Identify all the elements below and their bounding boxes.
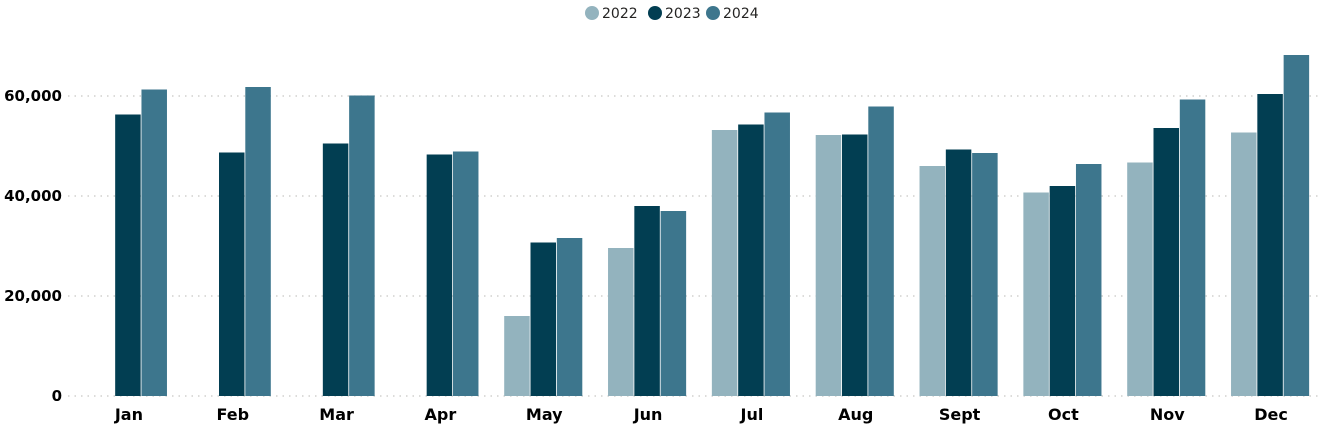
bar-sept-2023[interactable] — [945, 149, 972, 397]
bar-group-mar — [322, 95, 375, 397]
bar-oct-2022[interactable] — [1023, 192, 1049, 397]
bar-apr-2023[interactable] — [426, 154, 453, 397]
chart-legend[interactable]: 2022 2023 2024 — [585, 6, 759, 22]
x-tick-label-jun: Jun — [633, 405, 663, 424]
x-tick-label-feb: Feb — [216, 405, 249, 424]
x-tick-label-nov: Nov — [1150, 405, 1185, 424]
bar-sept-2022[interactable] — [919, 166, 946, 396]
bar-dec-2022[interactable] — [1231, 132, 1257, 397]
bar-jul-2022[interactable] — [711, 130, 738, 396]
bar-group-feb — [219, 87, 271, 396]
bar-group-may — [504, 238, 583, 397]
x-tick-label-apr: Apr — [425, 405, 457, 424]
bar-jan-2023[interactable] — [115, 114, 141, 397]
legend-item-2022[interactable]: 2022 — [585, 6, 638, 22]
legend-label-2022: 2022 — [602, 6, 638, 22]
bar-nov-2022[interactable] — [1127, 162, 1153, 397]
x-tick-label-jan: Jan — [114, 405, 143, 424]
x-tick-label-aug: Aug — [838, 405, 873, 424]
bar-aug-2024[interactable] — [868, 106, 894, 397]
bar-mar-2023[interactable] — [322, 143, 349, 397]
bar-jun-2023[interactable] — [634, 206, 660, 396]
bar-jul-2024[interactable] — [764, 112, 790, 397]
y-tick-label: 0 — [52, 387, 62, 405]
bar-group-apr — [426, 151, 479, 397]
bar-group-dec — [1231, 55, 1310, 397]
x-tick-label-dec: Dec — [1254, 405, 1288, 424]
legend-item-2024[interactable]: 2024 — [706, 6, 759, 22]
y-axis: 0 20,000 40,000 60,000 — [4, 87, 62, 405]
legend-marker-2022 — [585, 6, 599, 20]
bar-aug-2023[interactable] — [842, 134, 868, 397]
bar-oct-2023[interactable] — [1049, 186, 1076, 396]
bar-oct-2024[interactable] — [1075, 164, 1102, 396]
bar-group-nov — [1127, 99, 1206, 397]
x-tick-label-sept: Sept — [939, 405, 981, 424]
bar-group-jun — [608, 206, 687, 396]
x-tick-label-jul: Jul — [740, 405, 764, 424]
bar-jul-2023[interactable] — [738, 124, 764, 397]
x-tick-label-oct: Oct — [1048, 405, 1079, 424]
x-tick-label-mar: Mar — [319, 405, 354, 424]
bar-dec-2023[interactable] — [1257, 94, 1283, 396]
bar-mar-2024[interactable] — [349, 95, 375, 397]
plot-bars — [115, 55, 1310, 397]
bar-jan-2024[interactable] — [141, 89, 167, 397]
bar-sept-2024[interactable] — [972, 153, 998, 396]
bar-group-aug — [815, 106, 894, 397]
bar-dec-2024[interactable] — [1283, 55, 1310, 396]
bar-feb-2023[interactable] — [219, 152, 245, 397]
bar-jun-2022[interactable] — [608, 248, 634, 396]
bar-nov-2023[interactable] — [1153, 128, 1180, 396]
legend-label-2024: 2024 — [723, 6, 759, 22]
y-tick-label: 60,000 — [4, 87, 62, 105]
legend-label-2023: 2023 — [665, 6, 701, 22]
bar-may-2024[interactable] — [556, 238, 583, 396]
legend-item-2023[interactable]: 2023 — [648, 6, 701, 22]
bar-feb-2024[interactable] — [245, 87, 271, 396]
gridlines — [68, 95, 1322, 397]
bar-apr-2024[interactable] — [452, 151, 479, 397]
bar-may-2022[interactable] — [504, 316, 530, 396]
bar-group-jul — [711, 112, 790, 397]
x-tick-label-may: May — [526, 405, 563, 424]
x-axis: Jan Feb Mar Apr May Jun Jul Aug Sept Oct Nov Dec — [114, 405, 1288, 424]
bar-may-2023[interactable] — [530, 242, 557, 397]
y-tick-label: 20,000 — [4, 287, 62, 305]
bar-aug-2022[interactable] — [815, 135, 842, 396]
bar-group-oct — [1023, 164, 1102, 397]
legend-marker-2024 — [706, 6, 720, 20]
y-tick-label: 40,000 — [4, 187, 62, 205]
bar-group-sept — [919, 149, 998, 397]
bar-nov-2024[interactable] — [1179, 99, 1206, 397]
legend-marker-2023 — [648, 6, 662, 20]
bar-group-jan — [115, 89, 167, 397]
bar-jun-2024[interactable] — [660, 211, 687, 396]
